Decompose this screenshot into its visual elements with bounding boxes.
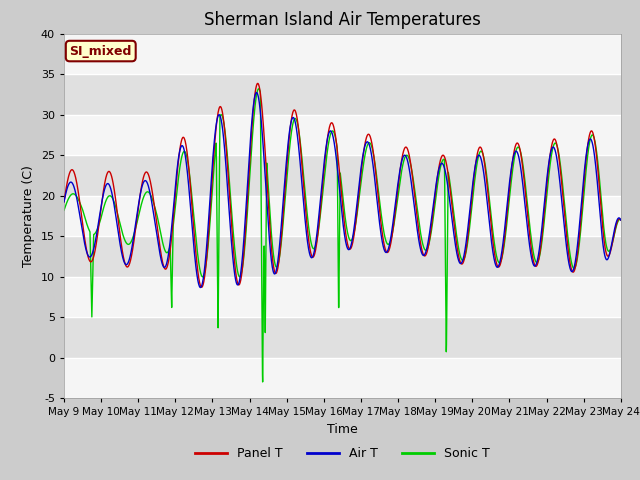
X-axis label: Time: Time [327,423,358,436]
Legend: Panel T, Air T, Sonic T: Panel T, Air T, Sonic T [191,442,494,465]
Bar [64,236,621,277]
Bar [64,74,621,115]
Y-axis label: Temperature (C): Temperature (C) [22,165,35,267]
Bar [64,155,621,196]
Bar [64,115,621,155]
Bar [64,277,621,317]
Text: SI_mixed: SI_mixed [70,45,132,58]
Bar [64,317,621,358]
Bar [64,34,621,74]
Bar [64,358,621,398]
Title: Sherman Island Air Temperatures: Sherman Island Air Temperatures [204,11,481,29]
Bar [64,196,621,236]
